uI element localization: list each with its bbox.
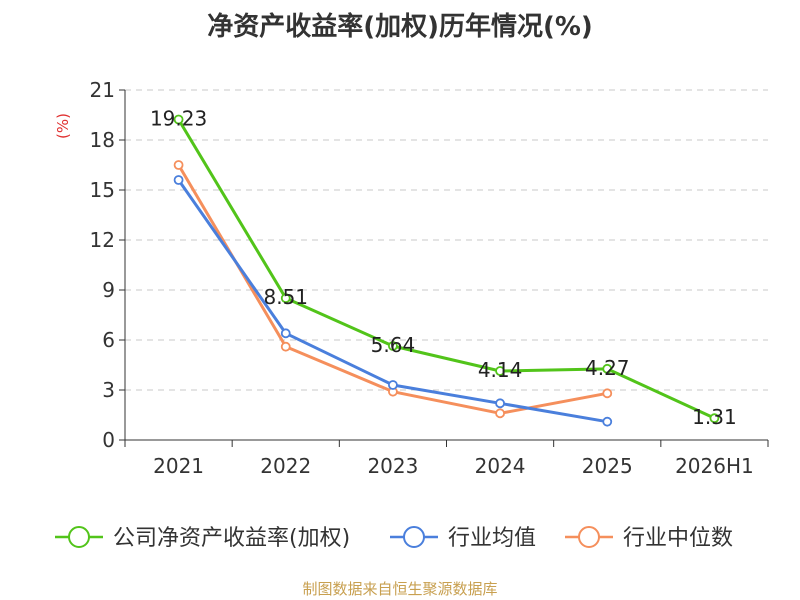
data-point — [495, 408, 505, 419]
y-axis-label: (%) — [54, 113, 72, 139]
data-point — [173, 114, 184, 125]
y-tick-label: 9 — [102, 278, 115, 302]
data-point — [602, 416, 613, 427]
data-label: 4.14 — [478, 358, 523, 382]
data-label: 1.31 — [692, 405, 737, 429]
x-tick-label: 2024 — [475, 454, 526, 478]
legend: 公司净资产收益率(加权) 行业均值 行业中位数 — [55, 526, 733, 551]
data-point — [280, 293, 291, 304]
legend-label: 行业均值 — [448, 526, 536, 551]
x-tick-label: 2021 — [153, 454, 204, 478]
data-point — [709, 413, 720, 424]
source-note: 制图数据来自恒生聚源数据库 — [302, 580, 498, 598]
data-point — [388, 341, 398, 351]
x-tick-label: 2023 — [367, 454, 418, 478]
x-tick-label: 2022 — [260, 454, 311, 478]
y-tick-label: 15 — [90, 178, 115, 202]
data-label: 4.27 — [585, 356, 630, 380]
data-point — [173, 160, 184, 170]
legend-label: 行业中位数 — [623, 526, 733, 551]
data-point — [388, 380, 398, 390]
x-tick-label: 2025 — [582, 454, 633, 478]
y-tick-label: 3 — [102, 378, 115, 402]
data-label: 19.23 — [150, 107, 207, 131]
data-label: 5.64 — [371, 333, 416, 357]
legend-marker — [578, 526, 600, 548]
y-axis: 0 3 6 9 12 15 18 21 — [90, 78, 126, 452]
grid-lines — [125, 89, 768, 391]
data-point — [495, 398, 505, 409]
data-point — [280, 328, 291, 339]
series-line — [177, 164, 608, 415]
y-tick-label: 18 — [90, 128, 115, 152]
legend-label: 公司净资产收益率(加权) — [113, 526, 350, 551]
y-tick-label: 21 — [90, 78, 115, 102]
legend-marker — [403, 526, 425, 548]
data-point — [602, 388, 613, 399]
y-tick-label: 12 — [90, 228, 115, 252]
data-point — [602, 363, 613, 374]
x-axis: 2021 2022 2023 2024 2025 2026H1 — [124, 439, 769, 478]
data-point — [173, 175, 184, 185]
data-point — [495, 366, 505, 376]
series-line — [177, 118, 716, 420]
y-tick-label: 0 — [102, 428, 115, 452]
data-label: 8.51 — [263, 285, 308, 309]
data-labels: 19.23 8.51 5.64 4.14 4.27 1.31 — [150, 107, 737, 430]
series-group — [173, 114, 720, 427]
chart-title: 净资产收益率(加权)历年情况(%) — [207, 12, 593, 42]
data-point — [280, 341, 291, 352]
y-tick-label: 6 — [102, 328, 115, 352]
x-tick-label: 2026H1 — [675, 454, 754, 478]
legend-marker — [68, 526, 90, 548]
